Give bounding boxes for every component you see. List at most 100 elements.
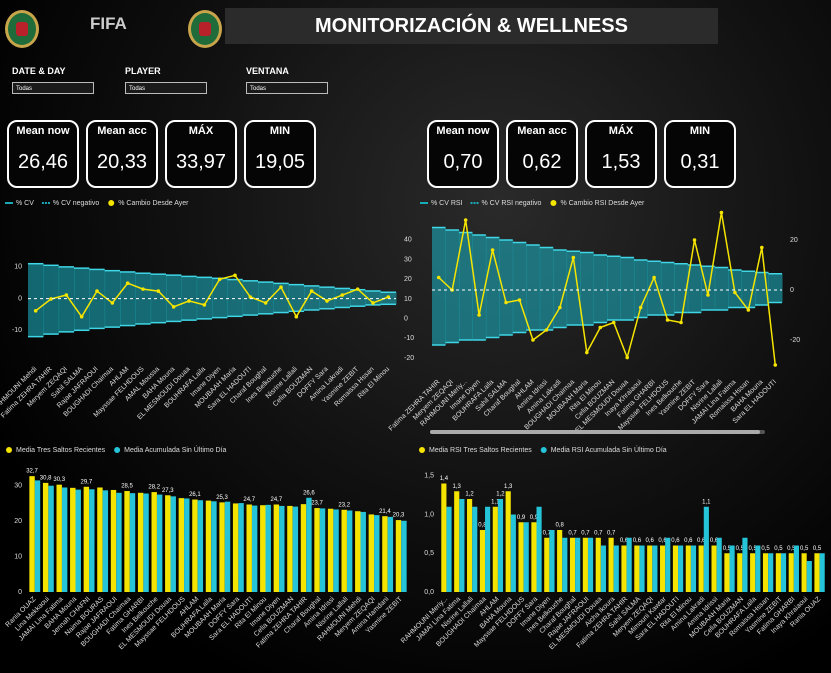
- change-point: [171, 305, 176, 309]
- cv-band: [135, 273, 152, 299]
- y-tick-label: 0,0: [424, 589, 434, 596]
- legend-marker: [540, 447, 547, 453]
- bar: [251, 505, 258, 592]
- cv-band: [89, 269, 106, 299]
- bar: [151, 492, 157, 592]
- bar: [665, 537, 671, 592]
- y-tick-label: 30: [404, 256, 412, 263]
- bar: [729, 545, 735, 592]
- bar: [454, 491, 460, 592]
- bar: [582, 537, 588, 592]
- cv-band: [380, 298, 397, 305]
- change-point: [733, 290, 737, 295]
- cv-band: [741, 271, 756, 290]
- change-point: [325, 299, 329, 303]
- kpi-card: MIN 0,31: [664, 120, 736, 188]
- filter-dropdown[interactable]: Todas: [246, 82, 328, 94]
- bar: [197, 500, 204, 592]
- value-label: 0,5: [800, 546, 809, 552]
- filter-label: PLAYER: [125, 66, 161, 76]
- value-label: 1,1: [491, 499, 500, 505]
- cv-band: [104, 298, 121, 328]
- change-point: [760, 245, 764, 250]
- bar: [652, 545, 658, 592]
- y-tick-label: 0: [18, 295, 22, 302]
- cv-band: [120, 298, 136, 326]
- value-label: 28,2: [148, 485, 160, 491]
- change-point: [64, 293, 69, 297]
- bar: [780, 553, 787, 592]
- y-tick-label: 1,0: [424, 511, 434, 518]
- bar: [536, 506, 542, 592]
- bar: [788, 553, 794, 592]
- bar: [273, 504, 280, 592]
- value-label: 0,8: [478, 523, 487, 529]
- value-label: 0,7: [594, 530, 603, 536]
- bar: [89, 489, 95, 592]
- cv-band: [28, 298, 44, 337]
- bar: [690, 545, 697, 592]
- bar: [801, 553, 807, 592]
- fifa-logo: FIFA: [90, 14, 127, 33]
- change-point: [79, 314, 84, 319]
- bar: [523, 522, 529, 592]
- bar: [698, 545, 704, 592]
- bar: [518, 522, 524, 592]
- change-point: [517, 298, 522, 302]
- bar: [569, 537, 576, 592]
- value-label: 0,6: [658, 538, 667, 544]
- change-point: [544, 328, 549, 332]
- value-label: 24,7: [243, 497, 255, 503]
- bar: [446, 506, 452, 592]
- value-label: 23,2: [338, 502, 350, 508]
- filter-dropdown[interactable]: Todas: [125, 82, 207, 94]
- cv-band: [647, 261, 662, 290]
- cv-band: [714, 290, 729, 310]
- change-line: [438, 212, 777, 366]
- cv-band: [755, 290, 770, 305]
- cv-band: [74, 268, 90, 299]
- change-point: [294, 314, 299, 319]
- value-label: 26,1: [189, 492, 201, 498]
- legend-marker: [6, 447, 12, 453]
- legend-marker: [550, 200, 557, 206]
- bar: [793, 545, 799, 592]
- kpi-card: Mean now 0,70: [427, 120, 499, 188]
- filter-label: DATE & DAY: [12, 66, 66, 76]
- bar: [56, 484, 62, 592]
- bar: [232, 503, 239, 592]
- value-label: 27,3: [162, 488, 174, 494]
- cv-band: [472, 235, 487, 290]
- cv-band: [273, 298, 290, 313]
- kpi-value: 0,62: [522, 151, 562, 173]
- change-point: [141, 287, 145, 291]
- y-tick-label: 20: [14, 518, 22, 525]
- kpi-value: 1,53: [601, 151, 641, 173]
- kpi-value: 0,31: [680, 151, 720, 173]
- legend-label: Media RSI Acumulada Sin Último Día: [551, 445, 667, 454]
- legend-label: % CV: [16, 200, 34, 207]
- kpi-label: MÁX: [188, 125, 214, 137]
- value-label: 0,6: [684, 538, 693, 544]
- bar: [34, 480, 41, 592]
- cv-band: [242, 280, 259, 299]
- cv-band: [350, 289, 366, 299]
- change-point: [611, 320, 616, 325]
- cv-band: [150, 298, 167, 323]
- cv-band: [150, 274, 167, 299]
- cv-band: [58, 266, 75, 299]
- value-label: 21,4: [379, 509, 391, 515]
- kpi-label: Mean now: [436, 125, 490, 137]
- cv-band: [701, 290, 716, 310]
- bar: [459, 499, 465, 592]
- filter-dropdown[interactable]: Todas: [12, 82, 94, 94]
- cv-band: [485, 290, 500, 338]
- bar: [314, 508, 320, 592]
- kpi-value: 20,33: [96, 151, 148, 173]
- y-tick-label: 1,5: [424, 473, 434, 480]
- value-label: 0,5: [723, 546, 732, 552]
- bar: [441, 483, 447, 592]
- cv-band: [212, 278, 228, 299]
- bar: [485, 506, 491, 592]
